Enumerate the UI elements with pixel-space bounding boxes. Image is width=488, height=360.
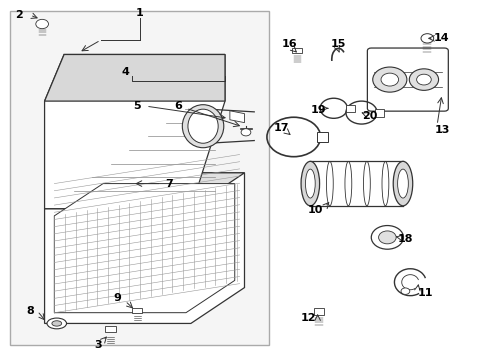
Ellipse shape	[187, 109, 218, 143]
FancyBboxPatch shape	[366, 48, 447, 111]
Text: 20: 20	[362, 111, 377, 121]
Ellipse shape	[52, 321, 61, 326]
Polygon shape	[44, 54, 224, 101]
Polygon shape	[44, 173, 244, 209]
Text: 1: 1	[136, 8, 143, 18]
Text: 15: 15	[330, 40, 345, 49]
Ellipse shape	[305, 169, 315, 198]
Text: 11: 11	[417, 288, 433, 298]
Polygon shape	[44, 54, 224, 209]
Ellipse shape	[301, 161, 319, 206]
Polygon shape	[229, 111, 244, 123]
Polygon shape	[54, 184, 234, 313]
Circle shape	[420, 34, 433, 43]
Bar	[10, 12, 268, 345]
Text: 13: 13	[433, 125, 449, 135]
Circle shape	[380, 73, 398, 86]
Text: 2: 2	[15, 10, 23, 20]
Text: 17: 17	[273, 123, 289, 133]
Text: 3: 3	[94, 340, 102, 350]
Text: 10: 10	[307, 206, 322, 216]
Ellipse shape	[392, 161, 412, 206]
Text: 6: 6	[173, 101, 181, 111]
Circle shape	[400, 288, 409, 294]
Ellipse shape	[47, 318, 66, 329]
Circle shape	[378, 231, 395, 244]
Text: 7: 7	[165, 179, 172, 189]
Bar	[104, 326, 116, 332]
Circle shape	[408, 69, 438, 90]
Bar	[313, 309, 324, 315]
Bar	[292, 48, 302, 53]
Bar	[132, 308, 142, 313]
Circle shape	[36, 19, 48, 29]
Ellipse shape	[182, 105, 224, 148]
Text: 16: 16	[281, 40, 297, 49]
Bar	[317, 132, 327, 142]
Text: 18: 18	[397, 234, 412, 244]
Bar	[345, 105, 354, 112]
Text: 9: 9	[114, 293, 122, 303]
Circle shape	[372, 67, 406, 92]
Circle shape	[416, 74, 430, 85]
Polygon shape	[44, 173, 244, 323]
Ellipse shape	[397, 169, 407, 198]
Text: 5: 5	[133, 101, 141, 111]
Text: 14: 14	[433, 33, 449, 43]
Circle shape	[241, 129, 250, 136]
Bar	[374, 109, 383, 117]
Text: 8: 8	[26, 306, 34, 316]
Text: 4: 4	[121, 67, 129, 77]
Text: 12: 12	[301, 313, 316, 323]
Circle shape	[370, 226, 403, 249]
Text: 19: 19	[310, 105, 326, 116]
